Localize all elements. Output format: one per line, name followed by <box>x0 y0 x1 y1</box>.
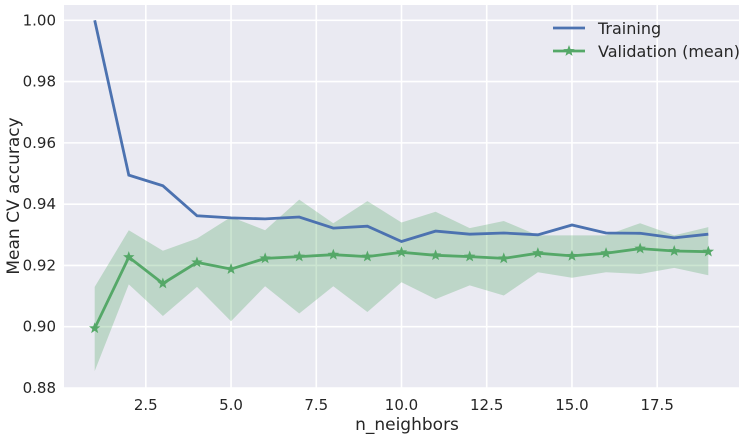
validation-markers <box>88 242 715 334</box>
validation-point <box>498 252 510 264</box>
validation-point <box>600 247 612 259</box>
validation-point <box>327 248 340 260</box>
y-tick-label: 1.00 <box>23 11 56 29</box>
validation-point <box>634 242 646 254</box>
x-tick-labels: 2.5 5.0 7.5 10.0 12.5 15.0 17.5 <box>134 396 674 414</box>
x-tick-label: 5.0 <box>219 396 243 414</box>
x-tick-label: 17.5 <box>640 396 673 414</box>
grid <box>64 5 739 389</box>
x-tick-label: 10.0 <box>385 396 418 414</box>
validation-point <box>429 249 442 261</box>
x-axis-label: n_neighbors <box>355 415 459 435</box>
validation-point <box>191 256 203 268</box>
y-tick-label: 0.98 <box>23 73 56 91</box>
x-tick-label: 2.5 <box>134 396 158 414</box>
legend-training-label: Training <box>597 19 661 38</box>
validation-point <box>668 245 680 256</box>
legend: Training Validation (mean) <box>553 19 740 61</box>
y-tick-label: 0.90 <box>23 318 56 336</box>
validation-std-band <box>94 199 709 372</box>
validation-point <box>259 252 271 264</box>
validation-point <box>225 263 237 274</box>
y-tick-label: 0.94 <box>23 195 56 213</box>
training-line <box>93 19 709 243</box>
validation-point <box>702 245 715 257</box>
validation-point <box>566 249 578 261</box>
validation-point <box>123 251 135 263</box>
validation-point <box>463 250 476 262</box>
y-axis-label: Mean CV accuracy <box>4 117 24 274</box>
y-tick-label: 0.92 <box>23 256 56 274</box>
legend-validation-star <box>563 45 575 56</box>
validation-point <box>293 250 305 262</box>
validation-point <box>532 247 544 259</box>
legend-validation-label: Validation (mean) <box>598 42 740 61</box>
y-tick-labels: 0.88 0.90 0.92 0.94 0.96 0.98 1.00 <box>23 11 56 397</box>
validation-point <box>361 250 374 262</box>
validation-point <box>157 277 169 289</box>
y-tick-label: 0.88 <box>23 379 56 397</box>
validation-point <box>395 246 408 258</box>
y-tick-label: 0.96 <box>23 134 56 152</box>
validation-point <box>88 322 101 334</box>
x-tick-label: 15.0 <box>555 396 588 414</box>
x-tick-label: 12.5 <box>470 396 503 414</box>
x-tick-label: 7.5 <box>304 396 328 414</box>
